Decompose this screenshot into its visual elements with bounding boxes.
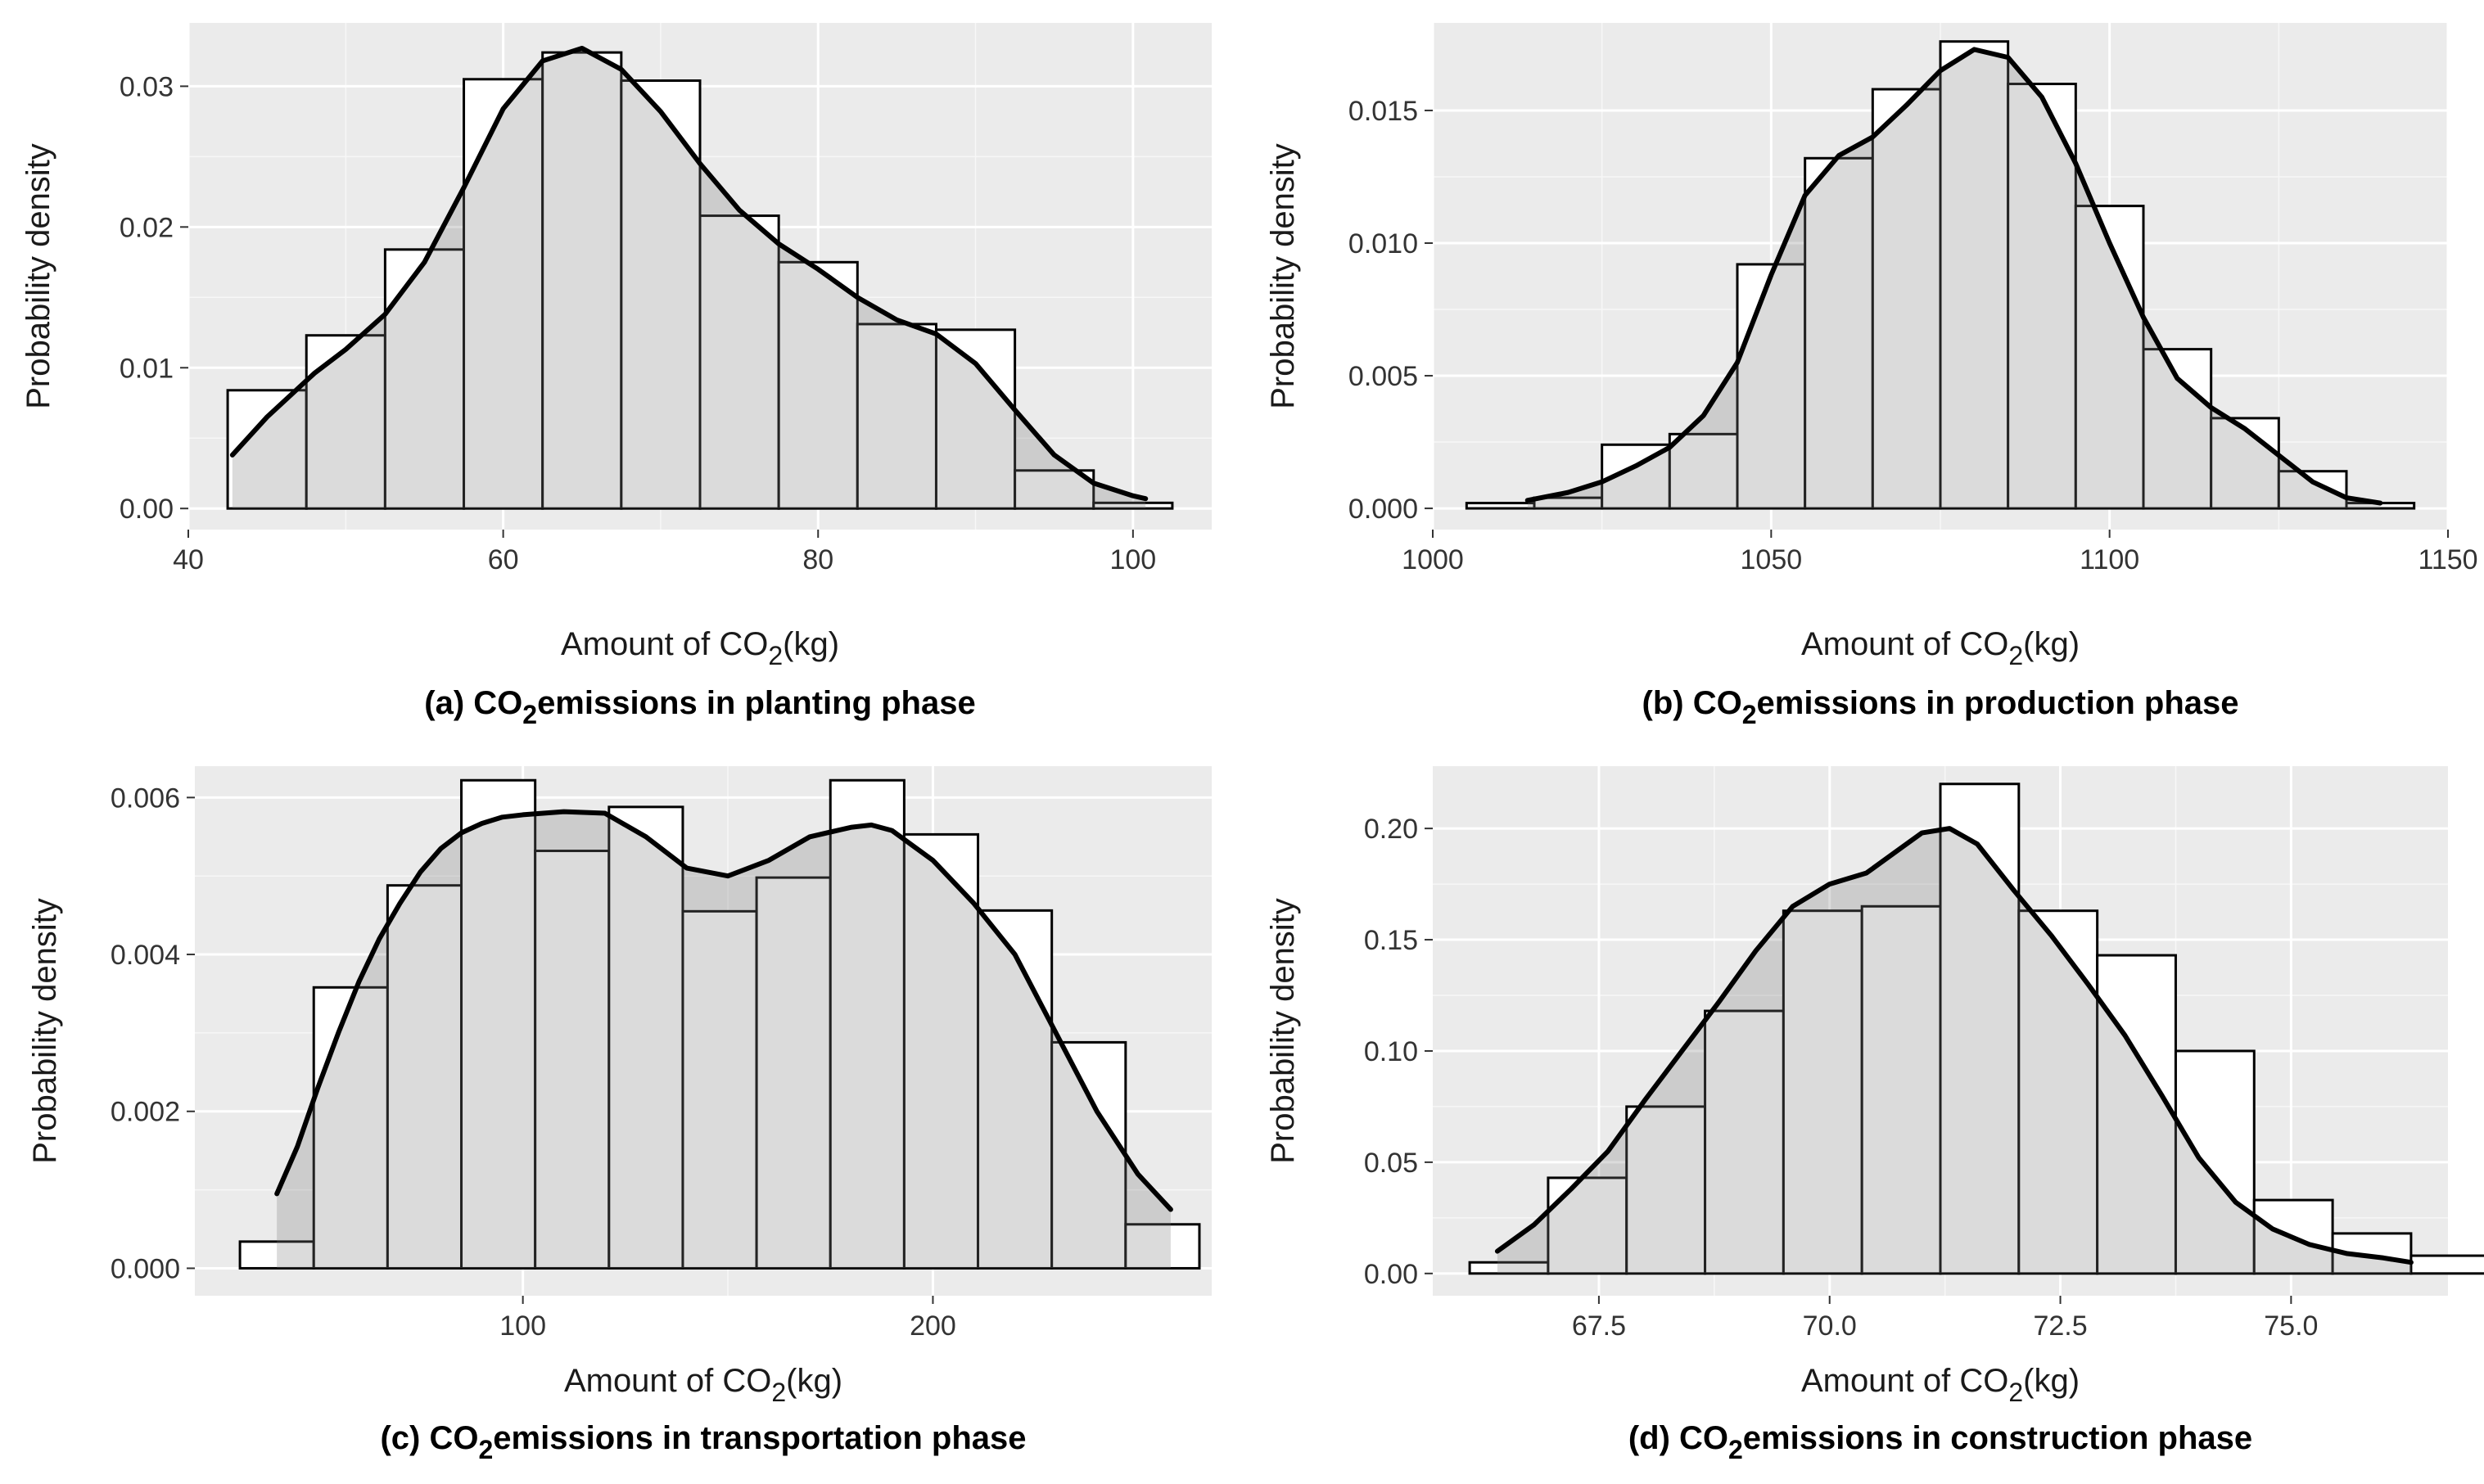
x-tick-label: 67.5 xyxy=(1572,1310,1626,1342)
histogram-bar xyxy=(977,909,1054,1270)
histogram-bar xyxy=(1014,469,1095,510)
panel-caption: (a) CO2emissions in planting phase xyxy=(424,685,975,729)
histogram-bar xyxy=(460,778,537,1270)
x-tick-label: 60 xyxy=(488,544,519,575)
histogram-bar xyxy=(2017,909,2099,1275)
y-tick-label: 0.10 xyxy=(1364,1036,1418,1067)
x-tick-label: 70.0 xyxy=(1803,1310,1857,1342)
density-area xyxy=(1497,828,2411,1274)
histogram-bar xyxy=(1092,501,1174,510)
histogram-bar xyxy=(1704,1009,1785,1275)
y-tick-label: 0.002 xyxy=(111,1097,180,1128)
density-area xyxy=(277,811,1171,1269)
histogram-bar xyxy=(607,805,684,1270)
histogram-bar xyxy=(1547,1176,1628,1275)
histogram-bar xyxy=(1050,1040,1127,1270)
panel-caption: (b) CO2emissions in production phase xyxy=(1642,685,2239,729)
histogram-bar xyxy=(2096,954,2177,1275)
y-tick-label: 0.015 xyxy=(1348,96,1418,127)
histogram-bar xyxy=(2210,417,2280,510)
y-axis-title: Probability density xyxy=(1265,143,1301,409)
x-axis-title: Amount of CO2(kg) xyxy=(561,626,839,670)
x-axis-title: Amount of CO2(kg) xyxy=(564,1363,842,1407)
x-tick-label: 1150 xyxy=(2418,544,2477,575)
histogram-bar xyxy=(829,778,906,1270)
y-tick-label: 0.02 xyxy=(120,212,174,243)
y-tick-label: 0.15 xyxy=(1364,925,1418,956)
histogram-bar xyxy=(1465,502,1536,510)
y-tick-label: 0.05 xyxy=(1364,1148,1418,1179)
density-line xyxy=(1524,47,2383,506)
density-area xyxy=(232,47,1146,509)
x-tick-label: 100 xyxy=(499,1310,546,1342)
y-tick-label: 0.03 xyxy=(120,71,174,102)
x-tick-label: 72.5 xyxy=(2033,1310,2087,1342)
histogram-bar xyxy=(2007,83,2077,510)
y-axis-title: Probability density xyxy=(27,898,63,1164)
histogram-bar xyxy=(698,214,780,510)
x-tick-label: 1000 xyxy=(1402,544,1464,575)
histogram-bar xyxy=(386,884,463,1270)
panel-b: 1000 1050 1100 1150 0.000 0.005 0.010 0.015 Prob… xyxy=(1265,23,2478,729)
histogram-bar xyxy=(2409,1254,2484,1275)
y-tick-label: 0.005 xyxy=(1348,361,1418,392)
histogram-bar xyxy=(856,323,937,510)
histogram-bar xyxy=(1860,904,1942,1275)
histogram-bar xyxy=(777,260,859,510)
panel-caption: (c) CO2emissions in transportation phase xyxy=(380,1420,1026,1464)
histogram-bar xyxy=(1939,40,2010,510)
histogram-bar xyxy=(934,328,1017,510)
histogram-bar xyxy=(238,1240,315,1270)
density-area xyxy=(1527,49,2381,509)
y-tick-label: 0.000 xyxy=(1348,494,1418,525)
histogram-bar xyxy=(534,850,611,1270)
y-tick-label: 0.20 xyxy=(1364,814,1418,845)
y-axis-title: Probability density xyxy=(1265,898,1301,1164)
density-line xyxy=(1494,826,2414,1265)
x-tick-label: 1100 xyxy=(2080,544,2139,575)
y-tick-label: 0.00 xyxy=(120,494,174,525)
panel-c: 100 200 0.000 0.002 0.004 0.006 Probability de… xyxy=(27,766,1212,1464)
panel-a: 40 60 80 100 0.00 0.01 0.02 0.03 Probability den… xyxy=(20,23,1212,729)
density-line xyxy=(229,45,1149,502)
x-tick-label: 80 xyxy=(802,544,833,575)
y-tick-label: 0.010 xyxy=(1348,228,1418,259)
histogram-bar xyxy=(1668,432,1739,510)
histogram-bar xyxy=(383,248,466,510)
density-line xyxy=(274,809,1173,1212)
y-tick-label: 0.00 xyxy=(1364,1259,1418,1290)
histogram-bar xyxy=(1804,156,1874,510)
x-tick-label: 75.0 xyxy=(2264,1310,2318,1342)
histogram-bar xyxy=(681,909,758,1270)
histogram-bar xyxy=(2174,1049,2256,1275)
histogram-bar xyxy=(1124,1223,1201,1270)
x-axis-title: Amount of CO2(kg) xyxy=(1801,1363,2080,1407)
x-tick-label: 200 xyxy=(910,1310,956,1342)
histogram-bar xyxy=(2074,205,2145,510)
histogram-bar xyxy=(1625,1105,1707,1275)
x-tick-label: 1050 xyxy=(1741,544,1803,575)
y-tick-label: 0.01 xyxy=(120,353,174,384)
x-axis-title: Amount of CO2(kg) xyxy=(1801,626,2080,670)
panel-caption: (d) CO2emissions in construction phase xyxy=(1628,1420,2252,1464)
histogram-bar xyxy=(312,986,389,1270)
y-axis-title: Probability density xyxy=(20,143,56,409)
x-tick-label: 40 xyxy=(173,544,204,575)
histogram-bar xyxy=(620,79,702,510)
histogram-bar xyxy=(1871,88,1942,510)
y-tick-label: 0.006 xyxy=(111,783,180,814)
panel-d: 67.5 70.0 72.5 75.0 0.00 0.05 0.10 0.15 0.20 Prob… xyxy=(1265,766,2484,1464)
y-tick-label: 0.000 xyxy=(111,1253,180,1284)
x-tick-label: 100 xyxy=(1109,544,1156,575)
histogram-bar xyxy=(902,832,980,1270)
y-tick-label: 0.004 xyxy=(111,940,180,971)
